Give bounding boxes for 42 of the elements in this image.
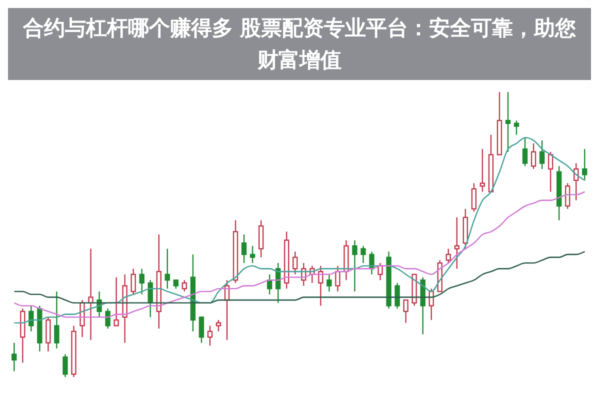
candlestick (403, 299, 408, 324)
candlestick (505, 92, 511, 152)
candlestick (318, 265, 324, 306)
candlestick (182, 280, 188, 292)
candlestick (454, 216, 460, 270)
candlestick (139, 268, 144, 295)
candlestick (207, 325, 213, 346)
candlestick (394, 282, 400, 310)
candlestick (54, 290, 60, 350)
candlestick (130, 268, 136, 295)
candlestick (80, 299, 85, 338)
candlestick (335, 265, 340, 292)
candlestick (46, 316, 51, 352)
candlestick (292, 251, 298, 275)
candlestick (326, 274, 332, 292)
chart-title: 合约与杠杆哪个赚得多 股票配资专业平台：安全可靠，助您财富增值 (8, 8, 591, 80)
candlestick (378, 262, 383, 281)
candlestick (539, 140, 545, 170)
candlestick (582, 148, 588, 181)
candlestick (164, 248, 170, 290)
candlestick (522, 137, 528, 167)
candlestick (360, 245, 366, 264)
candlestick (480, 148, 486, 192)
candlestick (114, 276, 119, 326)
candlestick (530, 142, 536, 170)
candlestick (258, 220, 264, 258)
candlestick (446, 248, 451, 264)
candlestick (28, 305, 34, 332)
candlestick (12, 342, 17, 372)
candlestick (105, 308, 110, 330)
candlestick (514, 120, 520, 136)
candlestick (241, 234, 247, 264)
candlestick (88, 248, 94, 341)
candlestick (352, 240, 358, 292)
candlestick (564, 182, 570, 210)
candlestick (471, 182, 477, 212)
candlestick (548, 151, 554, 192)
candlestick (62, 354, 68, 377)
candlestick (250, 245, 256, 264)
candlestick (198, 316, 204, 344)
candlestick (428, 288, 434, 321)
candlestick (216, 319, 222, 332)
